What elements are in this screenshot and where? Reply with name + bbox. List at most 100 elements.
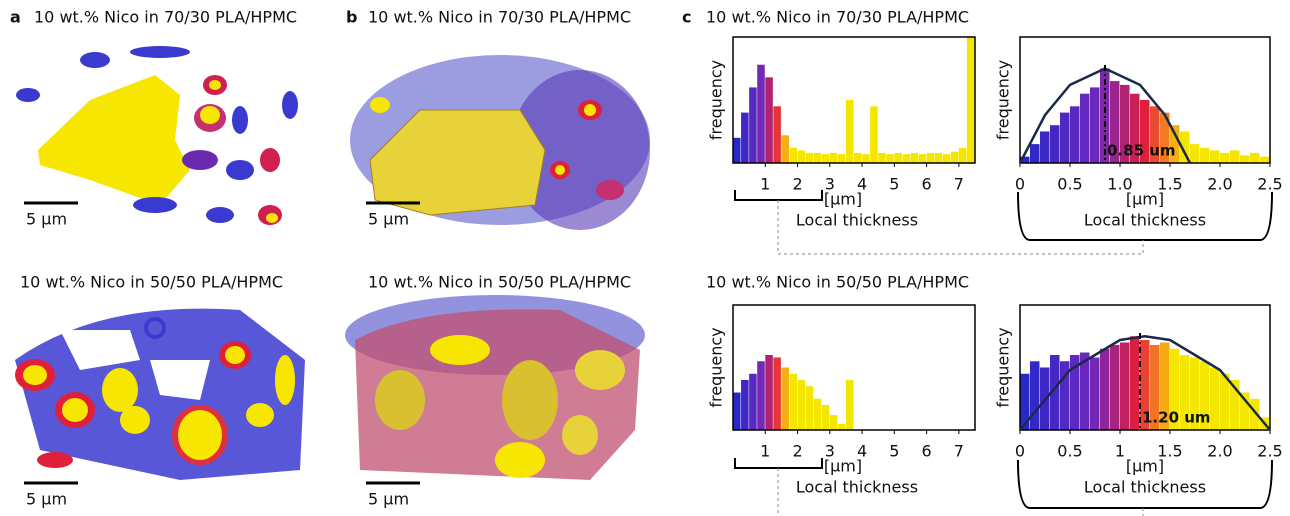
- histogram-bar: [733, 392, 741, 430]
- histogram-bar: [942, 154, 951, 163]
- plot-frame: [1019, 36, 1271, 164]
- x-unit: [µm]: [1126, 190, 1164, 209]
- panel-label: c: [682, 8, 691, 27]
- histogram-bar: [741, 380, 749, 430]
- x-unit: [µm]: [824, 190, 862, 209]
- micrograph: [15, 308, 305, 480]
- histogram-bar: [805, 386, 814, 430]
- x-axis-label: Local thickness: [1084, 478, 1206, 497]
- histogram-bar: [1120, 342, 1130, 430]
- scale-label: 5 µm: [26, 210, 67, 229]
- histogram-bar: [1090, 357, 1100, 430]
- panel-title: 10 wt.% Nico in 50/50 PLA/HPMC: [368, 273, 631, 292]
- histogram-bar: [1030, 144, 1040, 163]
- x-tick-label: 5: [889, 175, 899, 194]
- histogram-bar: [765, 77, 773, 163]
- x-tick-label: 4: [857, 175, 867, 194]
- histogram-bar: [1250, 152, 1260, 163]
- histogram-bar: [821, 405, 830, 430]
- histogram-bar: [1150, 106, 1160, 163]
- x-tick-label: 2.5: [1257, 442, 1282, 461]
- y-axis-label: frequency: [994, 60, 1013, 140]
- 3d-rendering: [345, 55, 650, 480]
- fit-curve: [1019, 334, 1271, 431]
- histogram-bar: [1070, 106, 1080, 163]
- panel-title: 10 wt.% Nico in 50/50 PLA/HPMC: [706, 273, 969, 292]
- histogram-bar: [749, 87, 757, 163]
- x-unit: [µm]: [1126, 457, 1164, 476]
- histogram-bar: [1200, 361, 1210, 430]
- x-tick-label: 6: [922, 175, 932, 194]
- panel-label: a: [10, 8, 21, 27]
- histogram-bar: [1230, 150, 1240, 163]
- y-axis-label: frequency: [707, 327, 726, 407]
- x-tick-label: 0.5: [1057, 442, 1082, 461]
- histogram-bar: [837, 154, 846, 163]
- histogram-bar: [757, 361, 765, 430]
- histogram-bar: [845, 100, 854, 163]
- histogram-bar: [1170, 125, 1180, 163]
- x-axis-label: Local thickness: [1084, 211, 1206, 230]
- histogram-bar: [1040, 131, 1050, 163]
- histogram-bar: [789, 373, 798, 430]
- histogram-bar: [789, 147, 798, 163]
- x-tick-label: 2.0: [1207, 175, 1232, 194]
- histogram-bar: [1130, 336, 1140, 430]
- histogram-bar: [1160, 342, 1170, 430]
- scale-label: 5 µm: [26, 490, 67, 509]
- histogram-bar: [1250, 398, 1260, 430]
- histogram-bar: [829, 152, 838, 163]
- y-axis-label: frequency: [994, 327, 1013, 407]
- histogram-bar: [1190, 357, 1200, 430]
- x-tick-label: 2: [792, 442, 802, 461]
- histogram-bar: [950, 151, 959, 163]
- histogram-bar: [1030, 361, 1040, 430]
- histogram-bar: [1180, 131, 1190, 163]
- histogram-bar: [1170, 348, 1180, 430]
- histogram-bar: [1080, 93, 1090, 163]
- x-tick-label: 3: [825, 442, 835, 461]
- histogram-bar: [1070, 355, 1080, 430]
- x-tick-label: 0: [1015, 442, 1025, 461]
- x-tick-label: 2.5: [1257, 175, 1282, 194]
- histogram-bar: [1110, 345, 1120, 430]
- histogram-bar: [1260, 156, 1270, 163]
- micrograph: [16, 44, 305, 240]
- histogram-bar: [862, 154, 870, 163]
- scale-label: 5 µm: [368, 210, 409, 229]
- x-tick-label: 0: [1015, 175, 1025, 194]
- x-unit: [µm]: [824, 457, 862, 476]
- histogram-bar: [1190, 144, 1200, 163]
- histogram-bar: [966, 37, 975, 163]
- histogram-bar: [1240, 392, 1250, 430]
- histogram-bar: [821, 154, 830, 163]
- x-tick-label: 2.0: [1207, 442, 1232, 461]
- histogram-bar: [781, 135, 789, 163]
- histogram-bar: [1050, 355, 1060, 430]
- histogram-bar: [1110, 81, 1120, 163]
- histogram-bar: [1140, 340, 1150, 430]
- histogram-bar: [910, 152, 919, 163]
- x-tick-label: 1.5: [1157, 175, 1182, 194]
- histogram-bar: [1090, 87, 1100, 163]
- histogram-bar: [854, 152, 862, 163]
- x-tick-label: 6: [922, 442, 932, 461]
- histogram-bar: [926, 152, 935, 163]
- y-axis-label: frequency: [707, 60, 726, 140]
- x-tick-label: 3: [825, 175, 835, 194]
- histogram-bar: [878, 152, 886, 163]
- histogram-bar: [805, 152, 814, 163]
- x-tick-label: 1: [760, 175, 770, 194]
- histogram-bar: [733, 137, 741, 163]
- x-tick-label: 1.5: [1157, 442, 1182, 461]
- x-tick-label: 4: [857, 442, 867, 461]
- histogram-bar: [829, 415, 838, 430]
- x-tick-label: 7: [954, 442, 964, 461]
- histogram-bar: [1160, 112, 1170, 163]
- histogram-bar: [1120, 84, 1130, 163]
- histogram-bar: [813, 152, 822, 163]
- scale-label: 5 µm: [368, 490, 409, 509]
- histogram-bar: [1200, 147, 1210, 163]
- histogram-bar: [1130, 93, 1140, 163]
